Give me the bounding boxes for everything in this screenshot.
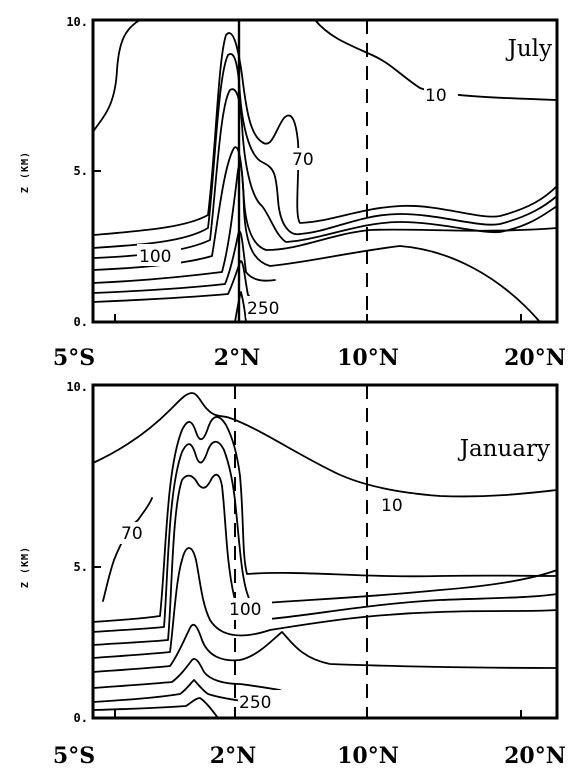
july-panel-title: July: [506, 36, 552, 62]
jan-contour-label-70: 70: [121, 524, 143, 544]
july-axis-ticks: [93, 170, 522, 322]
july-y-axis-label: Z (KM): [20, 151, 31, 193]
jan-panel-title: January: [458, 436, 550, 462]
july-contour-level-9: [234, 291, 247, 323]
panel-july: 10 70 100 250 10. 5. 0. Z (KM) July 5°S …: [20, 15, 566, 371]
jan-xtick-5s: 5°S: [53, 743, 95, 769]
jan-contour-level-4: [92, 473, 558, 646]
july-x-ticks: 5°S 2°N 10°N 20°N: [53, 345, 566, 371]
july-xtick-10n: 10°N: [337, 345, 399, 371]
jan-contour-level-9: [92, 697, 219, 719]
jan-plot-frame: [91, 383, 559, 720]
jan-contour-level-3: [92, 440, 558, 633]
july-y-ticks: 10. 5. 0.: [66, 15, 88, 329]
july-xtick-2n: 2°N: [214, 345, 260, 371]
july-ytick-top: 10.: [66, 15, 88, 29]
july-ytick-bottom: 0.: [74, 315, 88, 329]
jan-contour-10: [92, 392, 558, 498]
jan-contour-label-100: 100: [229, 600, 261, 620]
jan-contour-level-2: [92, 416, 558, 623]
july-contour-10-left: [92, 19, 141, 133]
jan-axis-ticks: [93, 566, 522, 718]
jan-contour-level-6: [92, 623, 558, 673]
jan-contour-label-10: 10: [381, 496, 403, 516]
july-contour-label-100: 100: [139, 247, 171, 267]
jan-ytick-bottom: 0.: [74, 711, 88, 725]
jan-xtick-2n: 2°N: [210, 743, 256, 769]
jan-contour-left-70: [102, 497, 153, 602]
jan-xtick-10n: 10°N: [337, 743, 399, 769]
july-ytick-mid: 5.: [74, 164, 88, 178]
jan-ytick-top: 10.: [66, 380, 88, 394]
july-contour-10-top: [314, 19, 558, 101]
jan-contour-level-7: [92, 658, 281, 691]
jan-x-ticks: 5°S 2°N 10°N 20°N: [53, 743, 566, 769]
jan-xtick-20n: 20°N: [504, 743, 566, 769]
july-contour-label-70: 70: [292, 150, 314, 170]
jan-y-axis-label: Z (KM): [20, 546, 31, 588]
jan-contour-level-5: [92, 547, 558, 659]
jan-y-ticks: 10. 5. 0.: [66, 380, 88, 725]
jan-contour-level-8: [92, 679, 251, 703]
panel-january: 10 70 100 250 10. 5. 0. Z (KM) January 5…: [20, 380, 566, 769]
july-contour-label-10: 10: [425, 86, 447, 106]
jan-contour-label-250: 250: [239, 693, 271, 713]
july-contour-level-7: [92, 230, 276, 294]
july-contour-level-2: [92, 32, 558, 236]
july-contour-labels: 10 70 100 250: [137, 84, 458, 319]
july-contour-level-6: [92, 164, 541, 323]
july-contour-level-3: [92, 53, 558, 249]
panel-july-contours: [92, 19, 558, 323]
july-contour-level-4: [92, 88, 558, 259]
panel-january-contours: [92, 392, 558, 719]
july-xtick-20n: 20°N: [504, 345, 566, 371]
jan-ytick-mid: 5.: [74, 560, 88, 574]
jan-contour-labels: 10 70 100 250: [120, 494, 414, 713]
july-xtick-5s: 5°S: [53, 345, 95, 371]
july-contour-label-250: 250: [247, 299, 279, 319]
